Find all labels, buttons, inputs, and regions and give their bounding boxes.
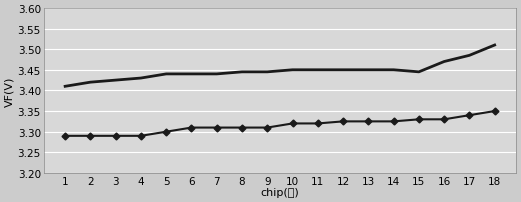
X-axis label: chip(棵): chip(棵) [260, 187, 299, 197]
Y-axis label: VF(V): VF(V) [5, 76, 15, 106]
